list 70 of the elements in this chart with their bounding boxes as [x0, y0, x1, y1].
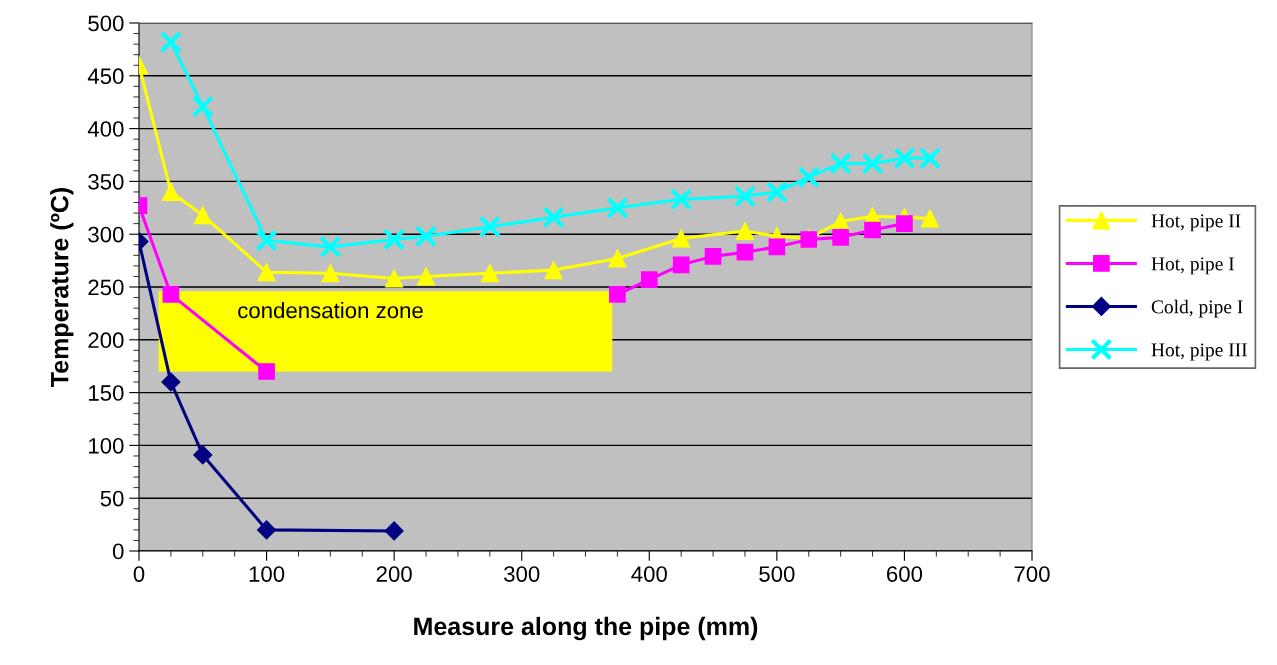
y-tick-label: 150 [89, 385, 124, 401]
point [609, 286, 626, 303]
point [257, 520, 277, 540]
x-tick-label: 100 [249, 566, 285, 582]
y-tick-label: 500 [88, 15, 124, 32]
x-tick-label: 600 [887, 566, 923, 582]
point [385, 269, 404, 288]
point [797, 166, 820, 189]
point [864, 221, 881, 239]
y-tick-label: 350 [88, 173, 124, 190]
point [736, 243, 754, 261]
legend-label: Cold, pipe I [1151, 299, 1243, 318]
point [733, 185, 757, 208]
point [161, 372, 181, 392]
point [765, 180, 788, 204]
y-axis-title: Temperature (ºC) [50, 188, 74, 387]
point [321, 264, 340, 283]
point [161, 182, 180, 201]
point [672, 256, 690, 274]
point [832, 229, 849, 246]
point [829, 152, 852, 175]
point [258, 363, 275, 380]
point [162, 286, 180, 303]
point [735, 222, 754, 241]
point [704, 248, 722, 265]
point [191, 95, 214, 118]
point [920, 209, 939, 228]
y-tick-label: 100 [89, 437, 124, 454]
legend-label: Hot, pipe III [1151, 343, 1247, 361]
y-tick-label: 450 [87, 68, 124, 85]
point [417, 267, 436, 286]
point [193, 206, 212, 225]
point [255, 229, 278, 252]
point [918, 147, 942, 170]
y-tick-label: 50 [100, 490, 124, 507]
point [159, 30, 183, 54]
x-tick-label: 500 [759, 566, 795, 582]
x-tick-label: 400 [631, 566, 667, 582]
y-tick-label: 250 [88, 279, 124, 296]
x-tick-label: 300 [504, 566, 540, 582]
point [608, 249, 627, 268]
y-tick-label: 200 [88, 332, 124, 349]
point [606, 196, 629, 219]
x-axis-title: Measure along the pipe (mm) [414, 616, 758, 641]
point [893, 147, 916, 170]
point [384, 521, 404, 541]
point [480, 264, 499, 283]
point [478, 215, 501, 238]
point [672, 229, 691, 248]
point [383, 228, 406, 251]
point [640, 271, 658, 288]
point [193, 445, 213, 465]
point [544, 261, 563, 280]
x-tick-label: 0 [133, 566, 145, 582]
point [257, 263, 276, 282]
annotation: condensation zone [238, 301, 423, 319]
y-tick-label: 300 [88, 226, 124, 243]
x-tick-label: 700 [1014, 566, 1050, 582]
legend-label: Hot, pipe I [1151, 257, 1234, 275]
point [414, 225, 438, 248]
point [861, 152, 884, 175]
y-tick-label: 400 [87, 121, 124, 137]
point [670, 188, 693, 211]
legend-label: Hot, pipe II [1151, 214, 1241, 232]
point [542, 206, 565, 229]
point [768, 238, 786, 256]
point [319, 235, 342, 258]
x-tick-label: 200 [376, 566, 412, 582]
y-tick-label: 0 [112, 543, 124, 560]
point [896, 215, 913, 232]
